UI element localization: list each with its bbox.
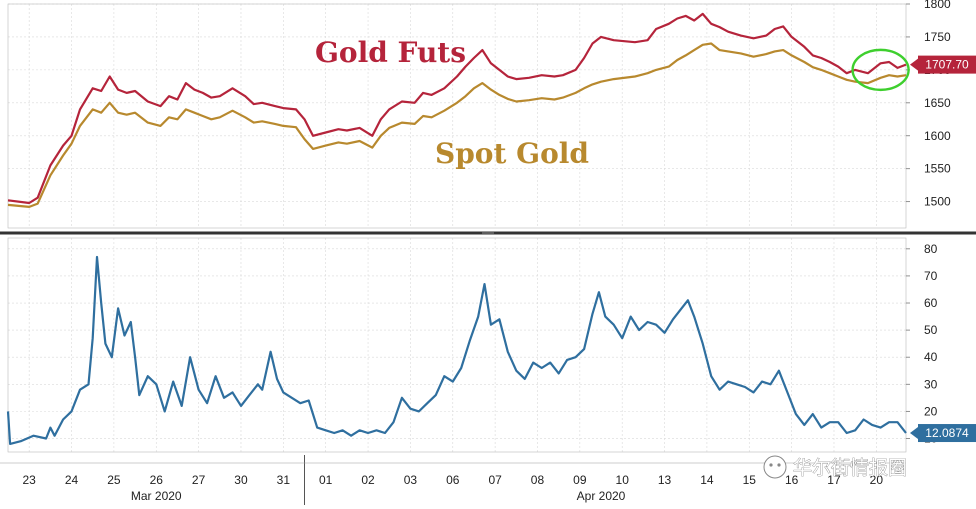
x-tick-label: 27: [192, 473, 206, 487]
last-value-badge-pointer: [910, 58, 918, 71]
x-tick-label: 07: [488, 473, 502, 487]
y-tick-label: 1650: [924, 96, 951, 110]
gold-futs-label: Gold Futs: [315, 36, 466, 69]
wechat-icon-eye-left: [769, 463, 773, 467]
bottom-panel-frame: [7, 237, 907, 453]
x-tick-label: 17: [827, 473, 841, 487]
watermark-text: 华尔街情报圈: [793, 457, 907, 479]
y-tick-label: 1800: [924, 0, 951, 11]
y-tick-label: 1500: [924, 195, 951, 209]
x-tick-label: 23: [22, 473, 36, 487]
x-tick-label: 30: [234, 473, 248, 487]
last-value-badge: [918, 55, 976, 74]
series-line-spot-gold: [7, 42, 907, 208]
top-panel-frame: [7, 3, 907, 229]
y-tick-label: 1750: [924, 30, 951, 44]
x-tick-label: 25: [107, 473, 121, 487]
x-tick-label: 10: [616, 473, 630, 487]
x-tick-label: 14: [700, 473, 714, 487]
x-tick-label: 08: [531, 473, 545, 487]
x-tick-label: 20: [870, 473, 884, 487]
wechat-icon-eye-right: [777, 463, 781, 467]
x-tick-label: 24: [65, 473, 79, 487]
highlight-circle: [851, 48, 910, 92]
x-tick-label: 15: [743, 473, 757, 487]
series-layer: [6, 12, 910, 445]
last-value-text: 12.0874: [925, 426, 969, 440]
last-value-text: 1707.70: [925, 58, 969, 72]
series-line-panel-1: [6, 255, 907, 445]
month-label: Apr 2020: [577, 489, 626, 503]
spot-gold-label: Spot Gold: [435, 137, 589, 170]
y-tick-label: 1550: [924, 162, 951, 176]
y-tick-label: 40: [924, 350, 938, 364]
month-label: Mar 2020: [131, 489, 182, 503]
x-tick-label: 03: [404, 473, 418, 487]
y-tick-label: 30: [924, 377, 938, 391]
badge-layer: 1707.70 12.0874: [910, 55, 976, 443]
x-tick-label: 16: [785, 473, 799, 487]
x-tick-label: 01: [319, 473, 333, 487]
x-tick-label: 06: [446, 473, 460, 487]
y-tick-label: 80: [924, 242, 938, 256]
y-tick-label: 60: [924, 296, 938, 310]
x-tick-label: 09: [573, 473, 587, 487]
y-tick-label: 1600: [924, 129, 951, 143]
wechat-icon: [763, 455, 787, 479]
y-tick-label: 20: [924, 404, 938, 418]
x-tick-label: 02: [361, 473, 375, 487]
x-tick-label: 26: [150, 473, 164, 487]
watermark: 华尔街情报圈: [763, 455, 907, 479]
y-tick-label: 70: [924, 269, 938, 283]
last-value-badge-pointer: [910, 427, 918, 440]
y-tick-label: 50: [924, 323, 938, 337]
x-tick-label: 31: [277, 473, 291, 487]
x-tick-label: 13: [658, 473, 672, 487]
series-line-gold-futs: [7, 12, 907, 205]
last-value-badge: [918, 424, 976, 443]
